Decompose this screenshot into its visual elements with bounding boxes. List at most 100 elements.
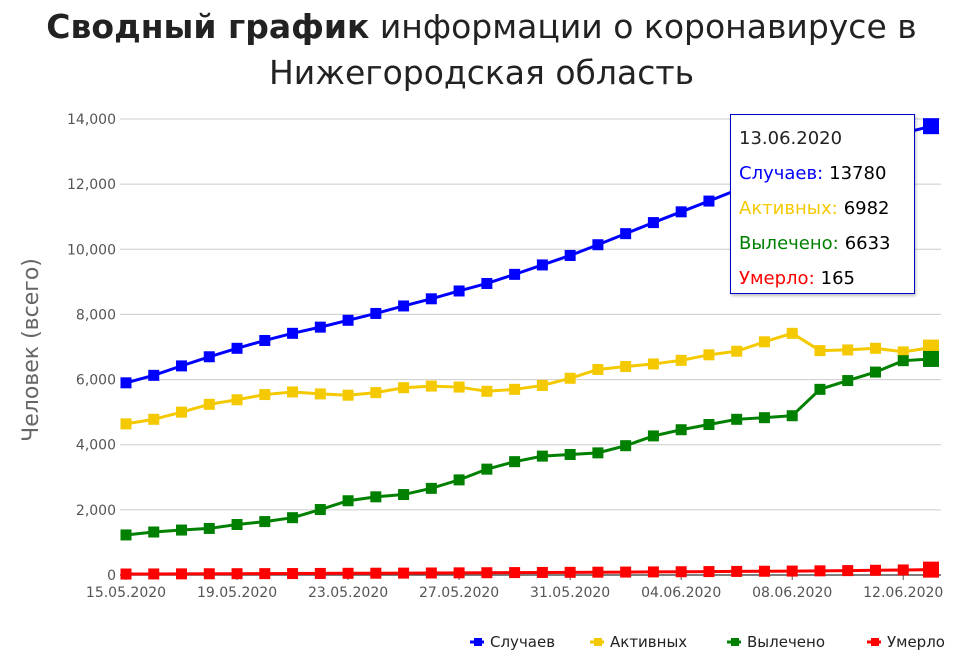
data-point[interactable] bbox=[923, 118, 939, 135]
data-point[interactable] bbox=[203, 568, 215, 580]
legend-item[interactable]: Вылечено bbox=[727, 633, 825, 651]
data-point[interactable] bbox=[592, 447, 604, 459]
data-point[interactable] bbox=[314, 567, 326, 579]
data-point[interactable] bbox=[148, 568, 160, 580]
data-point[interactable] bbox=[564, 249, 576, 261]
data-point[interactable] bbox=[287, 512, 299, 524]
data-point[interactable] bbox=[481, 463, 493, 475]
data-point[interactable] bbox=[481, 277, 493, 289]
data-point[interactable] bbox=[675, 424, 687, 436]
data-point[interactable] bbox=[536, 259, 548, 271]
data-point[interactable] bbox=[731, 345, 743, 357]
data-point[interactable] bbox=[647, 430, 659, 442]
data-point[interactable] bbox=[287, 386, 299, 398]
data-point[interactable] bbox=[758, 412, 770, 424]
data-point[interactable] bbox=[703, 195, 715, 207]
data-point[interactable] bbox=[370, 387, 382, 399]
data-point[interactable] bbox=[287, 327, 299, 339]
data-point[interactable] bbox=[203, 398, 215, 410]
data-point[interactable] bbox=[342, 314, 354, 326]
data-point[interactable] bbox=[453, 381, 465, 393]
data-point[interactable] bbox=[842, 375, 854, 387]
data-point[interactable] bbox=[314, 321, 326, 333]
data-point[interactable] bbox=[370, 567, 382, 579]
data-point[interactable] bbox=[536, 379, 548, 391]
data-point[interactable] bbox=[148, 369, 160, 381]
data-point[interactable] bbox=[425, 293, 437, 305]
data-point[interactable] bbox=[231, 394, 243, 406]
data-point[interactable] bbox=[425, 380, 437, 392]
data-point[interactable] bbox=[869, 366, 881, 378]
data-point[interactable] bbox=[398, 382, 410, 394]
data-point[interactable] bbox=[897, 355, 909, 367]
data-point[interactable] bbox=[314, 504, 326, 516]
data-point[interactable] bbox=[592, 363, 604, 375]
data-point[interactable] bbox=[148, 526, 160, 538]
data-point[interactable] bbox=[425, 567, 437, 579]
data-point[interactable] bbox=[509, 383, 521, 395]
data-point[interactable] bbox=[481, 385, 493, 397]
data-point[interactable] bbox=[842, 565, 854, 577]
data-point[interactable] bbox=[509, 268, 521, 280]
data-point[interactable] bbox=[675, 206, 687, 218]
data-point[interactable] bbox=[842, 344, 854, 356]
data-point[interactable] bbox=[923, 561, 939, 578]
data-point[interactable] bbox=[259, 516, 271, 528]
data-point[interactable] bbox=[620, 361, 632, 373]
data-point[interactable] bbox=[148, 413, 160, 425]
data-point[interactable] bbox=[259, 568, 271, 580]
data-point[interactable] bbox=[453, 285, 465, 297]
data-point[interactable] bbox=[703, 419, 715, 431]
data-point[interactable] bbox=[814, 383, 826, 395]
data-point[interactable] bbox=[564, 566, 576, 578]
data-point[interactable] bbox=[453, 474, 465, 486]
data-point[interactable] bbox=[176, 406, 188, 418]
data-point[interactable] bbox=[703, 566, 715, 578]
data-point[interactable] bbox=[620, 566, 632, 578]
data-point[interactable] bbox=[203, 522, 215, 534]
data-point[interactable] bbox=[509, 567, 521, 579]
data-point[interactable] bbox=[120, 377, 132, 389]
data-point[interactable] bbox=[675, 566, 687, 578]
data-point[interactable] bbox=[647, 217, 659, 229]
data-point[interactable] bbox=[342, 495, 354, 507]
data-point[interactable] bbox=[398, 489, 410, 501]
data-point[interactable] bbox=[536, 450, 548, 462]
data-point[interactable] bbox=[259, 334, 271, 346]
data-point[interactable] bbox=[786, 327, 798, 339]
data-point[interactable] bbox=[869, 564, 881, 576]
data-point[interactable] bbox=[564, 448, 576, 460]
data-point[interactable] bbox=[536, 566, 548, 578]
data-point[interactable] bbox=[592, 566, 604, 578]
data-point[interactable] bbox=[231, 342, 243, 354]
data-point[interactable] bbox=[703, 349, 715, 361]
data-point[interactable] bbox=[647, 566, 659, 578]
data-point[interactable] bbox=[370, 491, 382, 503]
data-point[interactable] bbox=[897, 564, 909, 576]
data-point[interactable] bbox=[647, 358, 659, 370]
data-point[interactable] bbox=[287, 568, 299, 580]
data-point[interactable] bbox=[731, 413, 743, 425]
data-point[interactable] bbox=[176, 360, 188, 372]
data-point[interactable] bbox=[203, 351, 215, 363]
data-point[interactable] bbox=[231, 519, 243, 531]
data-point[interactable] bbox=[370, 307, 382, 319]
data-point[interactable] bbox=[425, 482, 437, 494]
data-point[interactable] bbox=[758, 336, 770, 348]
data-point[interactable] bbox=[120, 418, 132, 430]
legend-item[interactable]: Умерло bbox=[867, 633, 945, 651]
data-point[interactable] bbox=[620, 228, 632, 240]
legend-item[interactable]: Случаев bbox=[470, 633, 555, 651]
data-point[interactable] bbox=[758, 565, 770, 577]
data-point[interactable] bbox=[342, 389, 354, 401]
data-point[interactable] bbox=[592, 239, 604, 251]
data-point[interactable] bbox=[564, 372, 576, 384]
data-point[interactable] bbox=[231, 568, 243, 580]
data-point[interactable] bbox=[923, 350, 939, 367]
data-point[interactable] bbox=[453, 567, 465, 579]
data-point[interactable] bbox=[120, 568, 132, 580]
data-point[interactable] bbox=[259, 389, 271, 401]
data-point[interactable] bbox=[176, 568, 188, 580]
data-point[interactable] bbox=[897, 346, 909, 358]
data-point[interactable] bbox=[786, 565, 798, 577]
